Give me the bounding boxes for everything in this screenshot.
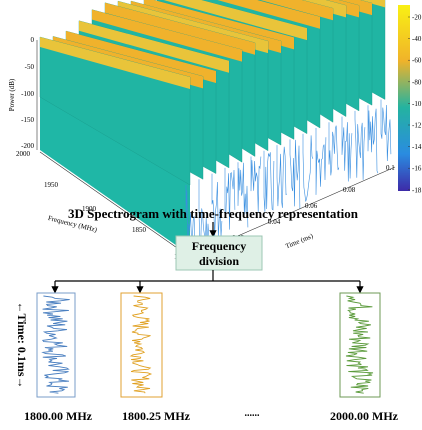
power-tick: -200 bbox=[21, 142, 34, 150]
colorbar-tick-label: -40 bbox=[412, 35, 422, 43]
ridge-spikes bbox=[211, 173, 223, 238]
freq-tick: 1900 bbox=[82, 205, 97, 213]
time-tick: 0.1 bbox=[386, 164, 395, 172]
colorbar-tick-label: -12 bbox=[412, 122, 422, 130]
time-axis-label: Time (ms) bbox=[284, 232, 315, 251]
channel-label: 1800.25 MHz bbox=[122, 409, 191, 423]
power-tick: -50 bbox=[25, 63, 35, 71]
ridge-spikes bbox=[315, 128, 327, 195]
ridge-spikes bbox=[341, 116, 353, 182]
caption: 3D Spectrogram with time-frequency repre… bbox=[68, 206, 359, 221]
process-box bbox=[175, 235, 263, 271]
ridge-spikes bbox=[354, 110, 366, 180]
power-tick: -150 bbox=[21, 116, 34, 124]
time-tick: 0.06 bbox=[305, 202, 318, 210]
ridge-spikes bbox=[302, 133, 314, 202]
spectrogram-3d bbox=[39, 0, 392, 255]
ridge-spikes bbox=[328, 122, 340, 176]
process-line: division bbox=[199, 254, 239, 268]
freq-tick: 2000 bbox=[16, 150, 31, 158]
ellipsis: ...... bbox=[245, 408, 261, 419]
ridge-spikes bbox=[380, 99, 392, 162]
ridge-top bbox=[358, 0, 385, 8]
power-tick: -100 bbox=[21, 90, 34, 98]
channel-label: 1800.00 MHz bbox=[24, 409, 93, 423]
colorbar-tick-label: -10 bbox=[412, 100, 422, 108]
colorbar-tick-label: -20 bbox=[412, 14, 422, 22]
ridge-top bbox=[163, 0, 307, 41]
waveform bbox=[129, 295, 153, 394]
colorbar-tick-label: -60 bbox=[412, 57, 422, 65]
colorbar-tick-label: -16 bbox=[412, 165, 422, 173]
waveform bbox=[345, 295, 374, 394]
freq-tick: 1950 bbox=[44, 181, 59, 189]
ridge-top bbox=[217, 0, 320, 29]
ridge-spikes bbox=[250, 156, 262, 212]
channel-label: 2000.00 MHz bbox=[330, 409, 399, 423]
ridge-spikes bbox=[289, 139, 301, 209]
ridge-spikes bbox=[185, 185, 197, 254]
colorbar-tick-label: -80 bbox=[412, 78, 422, 86]
ridge-spikes bbox=[237, 162, 249, 228]
colorbar bbox=[398, 5, 410, 191]
waveform bbox=[41, 295, 70, 394]
colorbar-tick-label: -18 bbox=[412, 186, 422, 194]
ridge-spikes bbox=[276, 145, 288, 208]
time-tick: 0.04 bbox=[268, 218, 281, 226]
process-line: Frequency bbox=[192, 239, 246, 253]
channel-waveforms bbox=[41, 295, 374, 394]
ridge-spikes bbox=[224, 167, 236, 230]
ridge-top bbox=[105, 2, 255, 55]
time-span-label: ←Time: 0.1ms→ bbox=[15, 301, 29, 388]
ridge-top bbox=[92, 9, 242, 62]
colorbar-ticks: -20 -40 -60 -80 -10 -12 -14 -16 -18 bbox=[408, 14, 422, 194]
freq-tick: 1850 bbox=[132, 226, 147, 234]
power-axis-label: Power (dB) bbox=[8, 78, 16, 111]
time-tick: 0.08 bbox=[343, 186, 356, 194]
channel-panel bbox=[339, 292, 381, 398]
channel-panel bbox=[36, 292, 76, 398]
connectors bbox=[51, 270, 364, 294]
ridge-spikes bbox=[263, 150, 275, 212]
ridge-top bbox=[260, 0, 333, 21]
ridge-top bbox=[79, 20, 229, 73]
colorbar-tick-label: -14 bbox=[412, 143, 422, 151]
power-tick: 0 bbox=[31, 36, 35, 44]
ridge-top bbox=[40, 37, 190, 89]
channel-panel bbox=[120, 292, 163, 398]
ridge-spikes bbox=[367, 105, 379, 174]
